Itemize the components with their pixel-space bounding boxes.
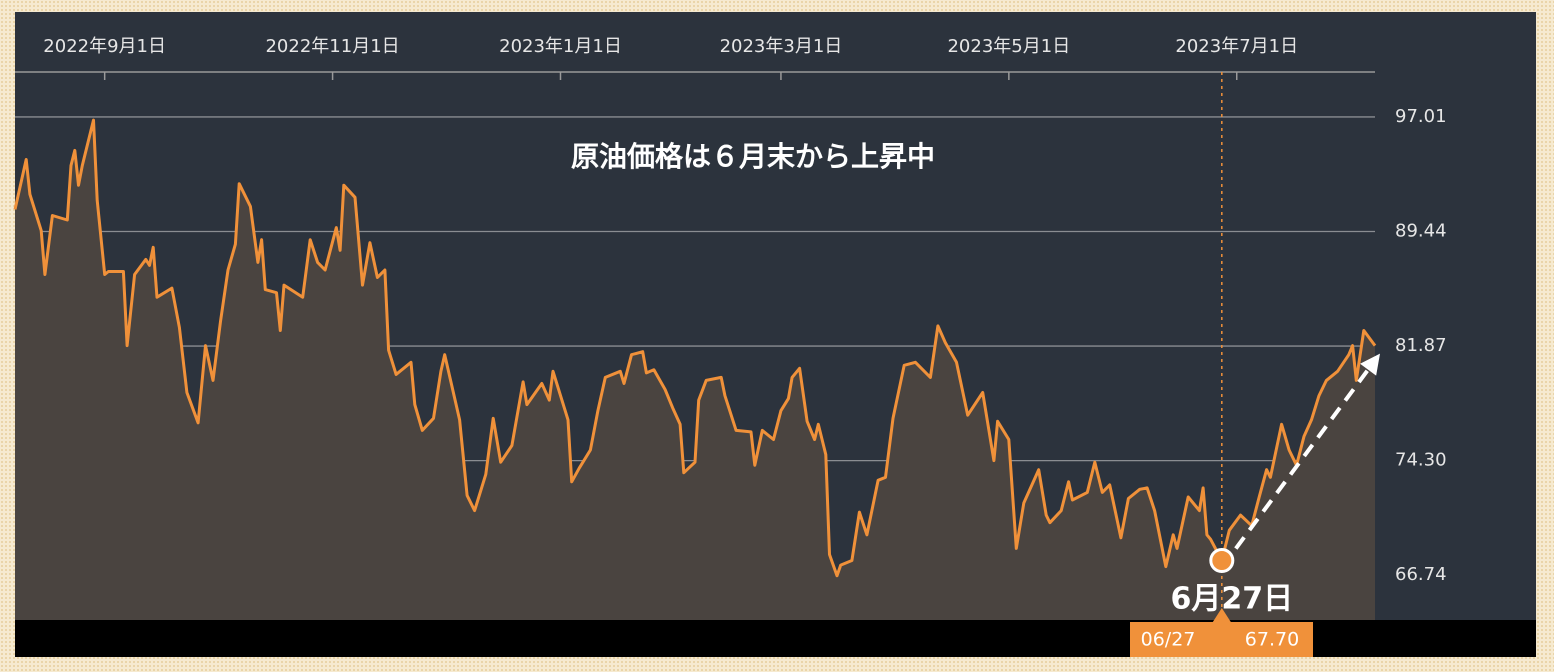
y-tick-label: 89.44 [1395,221,1447,242]
y-tick-label: 97.01 [1395,106,1447,127]
x-tick-label: 2023年5月1日 [947,36,1070,57]
y-axis: 66.74 74.30 81.87 89.44 97.01 [1395,106,1447,585]
x-tick-label: 2023年7月1日 [1175,36,1298,57]
tooltip-pointer [1212,608,1231,622]
plot [13,118,1377,620]
highlight-point [1209,548,1235,574]
trend-arrow [1234,368,1370,550]
tooltip-value: 67.70 [1245,629,1299,651]
y-tick-label: 66.74 [1395,564,1447,585]
x-axis: 2022年9月1日 2022年11月1日 2023年1月1日 2023年3月1日 202… [43,36,1298,80]
price-line [13,118,1377,578]
highlight: 6月27日 06/27 67.70 [1130,72,1380,657]
highlight-label: 6月27日 [1171,582,1294,617]
tooltip-box [1130,622,1313,657]
annotation: 原油価格は６月末から上昇中 [571,140,935,173]
y-tick-label: 81.87 [1395,335,1447,356]
trend-arrow-head [1360,353,1380,376]
area [15,120,1375,620]
x-tick-label: 2022年11月1日 [265,36,399,57]
x-tick-label: 2023年1月1日 [499,36,622,57]
y-tick-label: 74.30 [1395,450,1447,471]
x-tick-label: 2023年3月1日 [720,36,843,57]
tooltip-date: 06/27 [1141,629,1196,651]
x-tick-label: 2022年9月1日 [43,36,166,57]
